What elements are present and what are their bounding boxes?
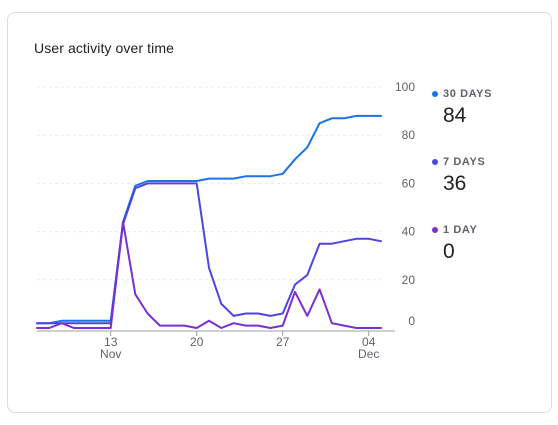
x-tick-sublabel: Dec: [358, 347, 379, 361]
legend-30-days: 30 DAYS 84: [432, 88, 492, 128]
series-line-7-days: [36, 182, 382, 325]
legend-dot-icon: [432, 227, 438, 233]
card-title: User activity over time: [34, 40, 174, 56]
x-tick-label: 04: [362, 335, 376, 349]
legend-value: 84: [443, 104, 467, 127]
legend-7-days: 7 DAYS 36: [432, 156, 485, 196]
series-line-30-days: [36, 114, 382, 325]
x-tick-label: 20: [190, 335, 204, 349]
y-tick-label: 40: [402, 225, 416, 239]
y-tick-label: 0: [408, 314, 415, 328]
x-tick-label: 27: [276, 335, 290, 349]
y-tick-label: 100: [395, 80, 415, 94]
legend-value: 36: [443, 172, 467, 195]
series-line-1-day: [36, 221, 382, 329]
legend-dot-icon: [432, 91, 438, 97]
legend-label: 7 DAYS: [443, 156, 486, 168]
x-tick-sublabel: Nov: [100, 347, 121, 361]
legend-dot-icon: [432, 159, 438, 165]
legend-label: 30 DAYS: [443, 88, 493, 100]
legend-1-day: 1 DAY 0: [432, 224, 477, 264]
y-tick-label: 80: [402, 128, 416, 142]
legend-label: 1 DAY: [443, 224, 478, 236]
x-tick-label: 13: [104, 335, 118, 349]
legend-value: 0: [443, 240, 455, 263]
y-tick-label: 60: [402, 176, 416, 190]
y-tick-label: 20: [402, 273, 416, 287]
user-activity-card: User activity over time: [7, 12, 552, 413]
